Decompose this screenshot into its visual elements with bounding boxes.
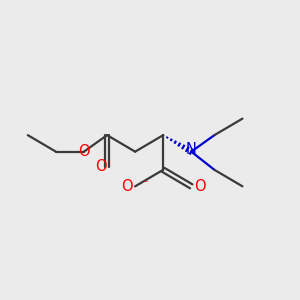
Text: O: O: [121, 179, 133, 194]
Text: O: O: [78, 144, 90, 159]
Text: ⁻: ⁻: [142, 180, 148, 190]
Text: O: O: [95, 159, 107, 174]
Text: N: N: [186, 142, 197, 157]
Text: O: O: [195, 179, 206, 194]
